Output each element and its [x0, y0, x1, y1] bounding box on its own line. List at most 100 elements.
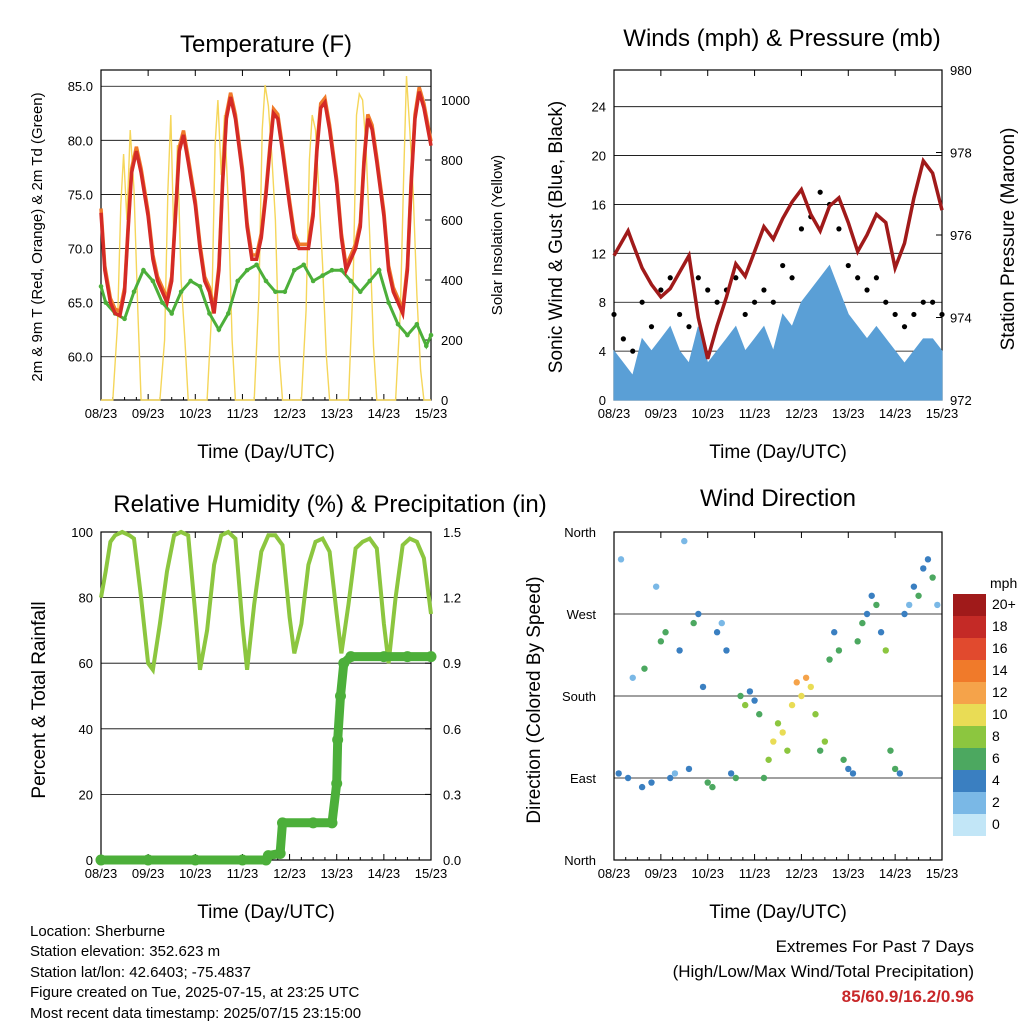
y2-tick-label: 0	[441, 393, 448, 408]
y-tick-label: 20	[592, 149, 606, 164]
x-axis-label: Time (Day/UTC)	[709, 902, 847, 923]
dewpoint-point	[367, 278, 373, 284]
gust-point	[742, 311, 748, 318]
dewpoint-point	[188, 278, 193, 284]
dewpoint-line	[99, 262, 433, 350]
direction-point	[765, 756, 772, 763]
precip-point	[331, 777, 343, 789]
colorbar-label: 12	[992, 684, 1008, 700]
dewpoint-point	[339, 267, 344, 273]
direction-point	[788, 701, 796, 709]
direction-point	[746, 688, 754, 695]
direction-point	[737, 692, 744, 700]
chart-title: Relative Humidity (%) & Precipitation (i…	[113, 491, 546, 518]
x-tick-label: 08/23	[85, 866, 118, 881]
direction-point	[615, 770, 622, 777]
precip-point	[425, 651, 437, 663]
colorbar-label: 10	[992, 706, 1008, 722]
colorbar-swatch	[953, 726, 986, 748]
direction-point	[929, 574, 936, 581]
precip-point	[332, 734, 344, 746]
y-tick-label: 65.0	[68, 296, 93, 311]
dewpoint-point	[329, 267, 335, 273]
x-tick-label: 11/23	[739, 406, 771, 421]
elevation-text: Station elevation: 352.623 m	[30, 943, 221, 961]
precip-point	[95, 854, 107, 866]
direction-point	[868, 592, 875, 599]
dewpoint-point	[386, 300, 391, 305]
direction-point	[648, 779, 655, 786]
y2-tick-label: 0.9	[443, 656, 461, 671]
precip-point	[277, 817, 288, 829]
dewpoint-point	[122, 316, 127, 322]
gust-point	[873, 275, 880, 281]
y-tick-label: 4	[599, 344, 606, 359]
y2-tick-label: 972	[950, 393, 972, 408]
direction-point	[854, 638, 861, 645]
direction-point	[713, 629, 721, 636]
y2-tick-label: 0.0	[443, 853, 461, 868]
gust-point	[639, 299, 645, 305]
dewpoint-point	[131, 289, 137, 295]
y-tick-label: 0	[86, 853, 93, 868]
gust-point	[648, 324, 655, 330]
y2-tick-label: 600	[441, 213, 463, 228]
colorbar-swatch	[953, 682, 986, 704]
direction-point	[681, 537, 688, 545]
direction-point	[727, 770, 735, 777]
colorbar-swatch	[953, 616, 986, 638]
gust-point	[761, 287, 767, 293]
x-tick-label: 15/23	[415, 866, 448, 881]
gust-point	[855, 275, 861, 281]
dewpoint-point	[207, 311, 212, 316]
x-tick-label: 14/23	[368, 866, 401, 881]
dewpoint-point	[98, 284, 104, 289]
y-tick-label: 85.0	[68, 79, 93, 94]
x-axis-label: Time (Day/UTC)	[709, 442, 847, 463]
x-tick-label: 15/23	[415, 406, 448, 421]
direction-point	[826, 656, 833, 663]
temp-2m-line	[99, 91, 433, 321]
y-tick-label: 0	[599, 393, 606, 408]
gust-point	[780, 262, 786, 269]
colorbar-swatch	[953, 704, 986, 726]
y2-tick-label: 0.6	[443, 722, 461, 737]
x-tick-label: 11/23	[739, 866, 771, 881]
precip-point	[236, 854, 248, 866]
speed-colorbar: mph 20+ 18 16 14 12 10 8 6 4 2 0	[953, 575, 1017, 836]
direction-point	[845, 765, 852, 773]
direction-point	[774, 720, 782, 727]
direction-point	[667, 774, 674, 782]
y2-axis-label: Solar Insolation (Yellow)	[489, 155, 506, 315]
colorbar-swatch	[953, 638, 986, 660]
direction-point	[859, 619, 866, 627]
x-tick-label: 11/23	[227, 866, 259, 881]
precip-point	[189, 854, 201, 866]
y2-tick-label: 200	[441, 333, 463, 348]
direction-point	[798, 692, 805, 700]
y2-tick-label: 978	[950, 146, 972, 161]
direction-point	[685, 765, 693, 773]
pressure-line	[612, 156, 944, 360]
dewpoint-point	[405, 332, 410, 338]
gust-point	[901, 324, 908, 330]
direction-point	[882, 647, 889, 654]
chart-title: Wind Direction	[700, 485, 856, 512]
humidity-line	[99, 529, 433, 675]
direction-point	[807, 683, 814, 691]
colorbar-label: 0	[992, 816, 1000, 832]
direction-panel: 08/23 09/23 10/23 11/23 12/23 13/23 14/23 15/23…	[524, 485, 958, 923]
x-tick-label: 09/23	[645, 866, 678, 881]
extremes-box: Extremes For Past 7 Days (High/Low/Max W…	[673, 934, 974, 1009]
direction-point	[638, 783, 646, 791]
x-tick-label: 13/23	[320, 406, 353, 421]
gust-point	[705, 287, 711, 293]
dewpoint-point	[395, 321, 401, 327]
direction-point	[816, 747, 824, 754]
gust-point	[695, 275, 701, 281]
gust-point	[817, 189, 823, 195]
direction-point	[617, 556, 625, 563]
y-tick-label: 16	[592, 197, 606, 212]
winds-panel: 08/23 09/23 10/23 11/23 12/23 13/23 14/23 15/23…	[546, 25, 1019, 463]
gust-point	[770, 299, 776, 305]
